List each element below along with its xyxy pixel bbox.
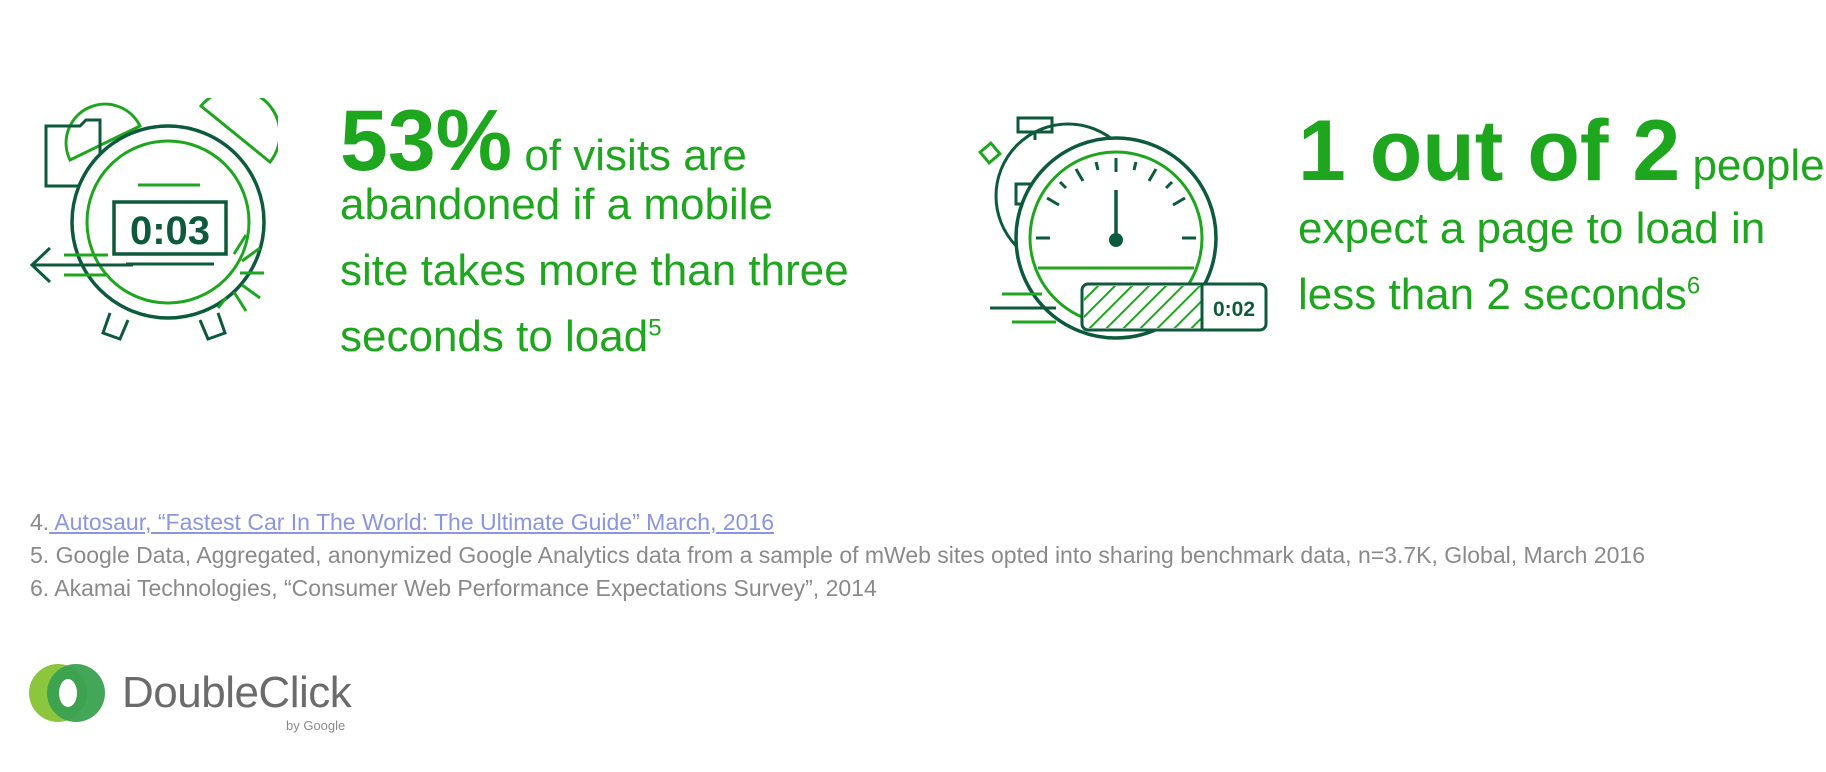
- stat1-big-number: 53%: [340, 93, 513, 189]
- stat2-line3-text: less than 2 seconds: [1298, 270, 1687, 319]
- footnote-6: 6. Akamai Technologies, “Consumer Web Pe…: [30, 575, 877, 601]
- stat1-line1: 53% of visits are: [340, 98, 849, 184]
- footnote-5: 5. Google Data, Aggregated, anonymized G…: [30, 542, 1645, 568]
- stat1-line4: seconds to load5: [340, 304, 849, 370]
- logo-name: DoubleClick: [122, 668, 352, 717]
- stat1-line4-text: seconds to load: [340, 312, 649, 361]
- stat2-block: 1 out of 2 people expect a page to load …: [1298, 108, 1825, 328]
- stat1-line1-text: of visits are: [512, 131, 747, 180]
- footnote-4: 4. Autosaur, “Fastest Car In The World: …: [30, 506, 1645, 539]
- stat2-line1-text: people: [1680, 141, 1825, 190]
- stat2-footnote-ref: 6: [1686, 272, 1701, 300]
- stat1-footnote-ref: 5: [648, 314, 662, 342]
- stat1-line2: abandoned if a mobile: [340, 180, 773, 229]
- stat2-line3: less than 2 seconds6: [1298, 262, 1825, 328]
- footnote-4-number: 4.: [30, 509, 50, 535]
- footnotes: 4. Autosaur, “Fastest Car In The World: …: [30, 506, 1645, 605]
- stat2-line2: expect a page to load in: [1298, 204, 1766, 253]
- stat1-line3: site takes more than three: [340, 246, 849, 295]
- logo-by-google: by Google: [286, 718, 346, 733]
- alarm-timer-text: 0:03: [130, 209, 210, 253]
- stopwatch-timer-text: 0:02: [1213, 298, 1255, 321]
- doubleclick-logo-icon: [29, 664, 105, 722]
- stat1-block: 53% of visits are abandoned if a mobile …: [340, 98, 849, 370]
- footnote-4-link[interactable]: Autosaur, “Fastest Car In The World: The…: [49, 509, 775, 535]
- stat2-big-number: 1 out of 2: [1298, 103, 1681, 199]
- alarm-clock-icon: 0:03: [29, 98, 278, 341]
- stopwatch-icon: 0:02: [978, 116, 1268, 340]
- stat2-line1: 1 out of 2 people: [1298, 108, 1825, 196]
